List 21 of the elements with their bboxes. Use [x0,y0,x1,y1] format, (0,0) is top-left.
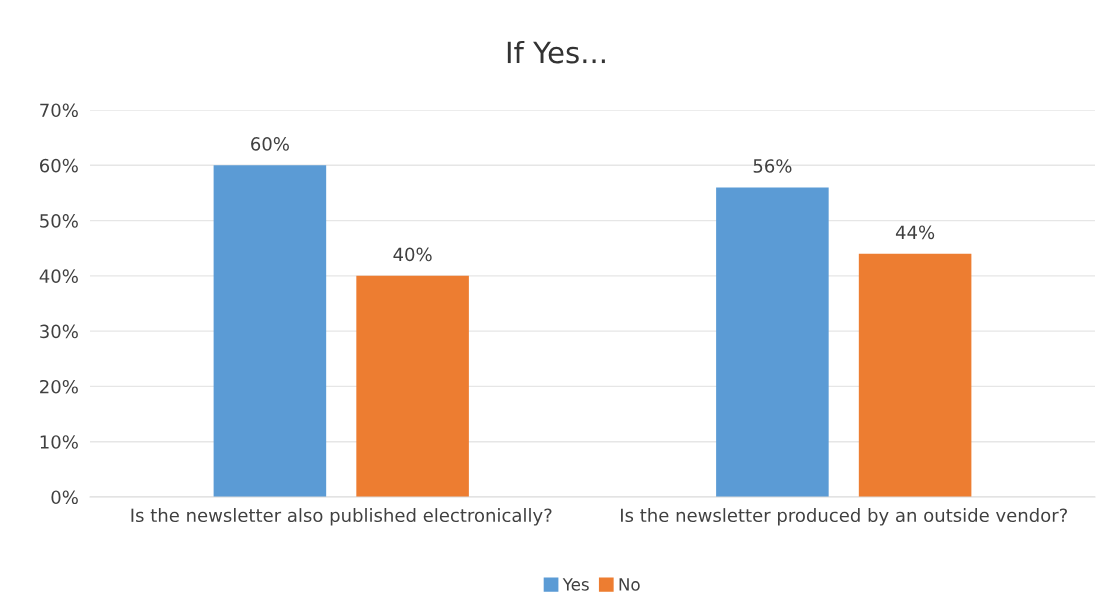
bar [858,253,972,497]
legend-label: Yes [562,578,589,591]
bar [716,187,829,497]
data-label: 56% [753,159,792,173]
y-tick-label: 20% [40,379,78,394]
bar [213,165,327,497]
y-tick-label: 30% [40,324,78,339]
bar [356,275,469,497]
y-tick-label: 50% [40,214,78,228]
chart-title: If Yes... [507,40,605,64]
y-tick-label: 0% [51,490,78,505]
y-tick-label: 40% [39,269,78,283]
legend-label: No [619,578,640,591]
y-tick-label: 70% [40,103,78,118]
data-label: 60% [251,137,289,151]
data-label: 40% [393,247,432,262]
y-tick-label: 60% [40,158,78,173]
x-tick-label: Is the newsletter produced by an outside vendor? [621,508,1067,526]
x-tick-label: Is the newsletter also published electronically? [131,508,552,526]
y-tick-label: 10% [40,435,78,449]
data-label: 44% [895,225,935,240]
